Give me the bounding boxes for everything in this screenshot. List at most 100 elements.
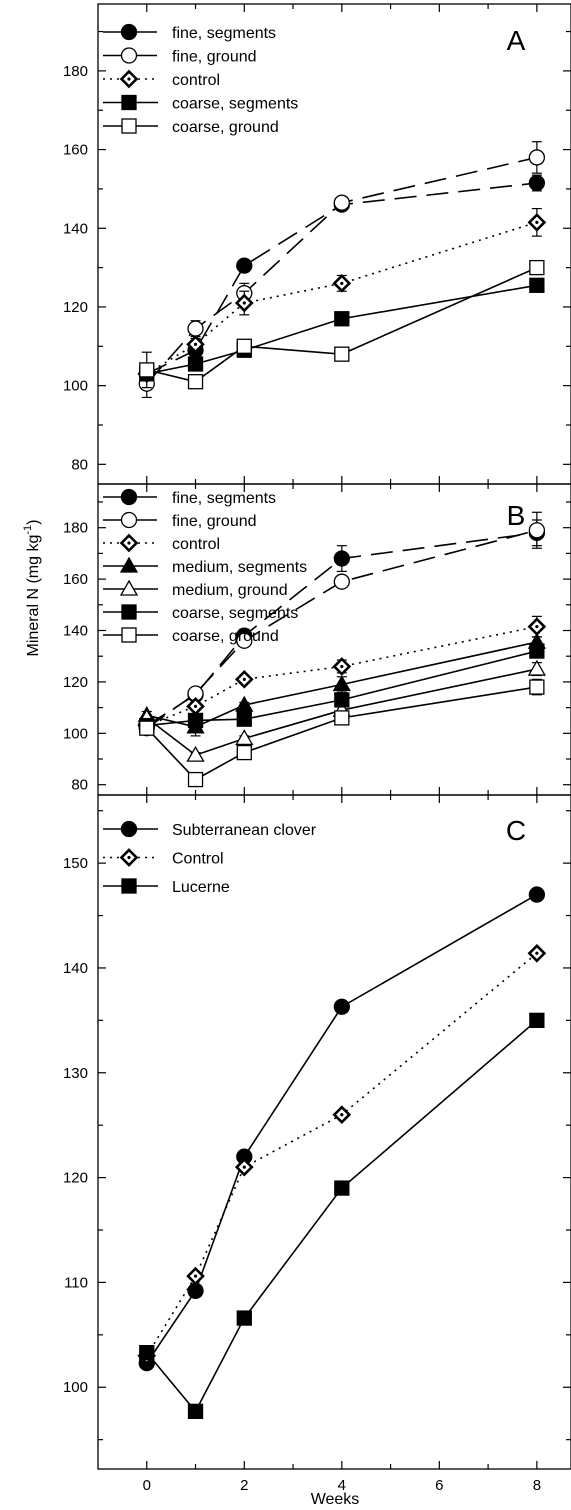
- legend-marker: [121, 627, 137, 643]
- data-point: [333, 573, 350, 590]
- data-point: [334, 311, 350, 327]
- y-tick-label: 150: [63, 855, 88, 872]
- data-point-dot: [193, 342, 198, 346]
- legend-label: medium, segments: [172, 559, 307, 576]
- legend-label: medium, ground: [172, 582, 288, 599]
- x-tick-label: 8: [533, 1477, 541, 1494]
- plot-frame: [97, 483, 571, 796]
- y-tick-label: 120: [63, 674, 88, 691]
- legend: fine, segments fine, ground control coarse,…: [103, 23, 298, 136]
- data-point: [139, 362, 155, 378]
- data-point-dot: [242, 1165, 246, 1169]
- y-tick-label: 100: [63, 1379, 88, 1396]
- data-point-dot: [242, 301, 246, 305]
- data-point: [333, 550, 350, 567]
- legend-label: fine, ground: [172, 513, 257, 530]
- legend-marker: [121, 94, 137, 111]
- x-tick-label: 4: [338, 1477, 346, 1494]
- legend-label: coarse, segments: [172, 605, 298, 622]
- series-coarse-ground: [139, 259, 545, 390]
- data-point-dot: [193, 1274, 198, 1278]
- data-point-dot: [242, 677, 246, 681]
- data-point-dot: [193, 704, 198, 708]
- legend-label: coarse, ground: [172, 628, 279, 645]
- legend-marker: [119, 556, 139, 573]
- data-point: [187, 320, 204, 337]
- data-point: [187, 374, 204, 390]
- y-tick-label: 160: [63, 142, 88, 159]
- legend-label: Control: [172, 851, 224, 868]
- legend: Subterranean clover Control Lucerne: [103, 820, 317, 896]
- data-point: [187, 1282, 204, 1299]
- y-tick-label: 160: [63, 571, 88, 588]
- y-tick-label: 140: [63, 960, 88, 977]
- data-point: [333, 194, 350, 211]
- data-point-dot: [535, 220, 539, 224]
- data-point-dot: [535, 625, 539, 629]
- plot-frame: [97, 794, 571, 1470]
- plot-frame: [97, 3, 571, 485]
- data-point: [528, 886, 546, 903]
- y-tick-label: 110: [64, 1274, 88, 1291]
- y-axis-title: Mineral N (mg kg-1): [22, 520, 42, 657]
- y-tick-label: 180: [63, 520, 88, 537]
- legend-label: control: [172, 536, 220, 553]
- legend-label: coarse, ground: [172, 119, 279, 136]
- data-point: [236, 711, 252, 727]
- data-point: [528, 522, 546, 539]
- y-tick-label: 100: [63, 725, 88, 742]
- y-tick-label: 100: [63, 378, 88, 395]
- legend-label: Lucerne: [172, 879, 230, 896]
- legend-marker: [120, 488, 138, 506]
- legend-label: coarse, segments: [172, 96, 298, 113]
- legend-label: fine, segments: [172, 490, 276, 507]
- data-point: [139, 720, 155, 736]
- legend-marker: [121, 878, 137, 894]
- y-tick-label: 120: [63, 299, 88, 316]
- y-tick-label: 180: [63, 63, 88, 80]
- data-point: [236, 632, 253, 649]
- data-point: [529, 679, 545, 695]
- legend-label: fine, segments: [172, 25, 276, 42]
- legend-marker-dot: [127, 541, 131, 545]
- data-point: [333, 998, 350, 1015]
- panel-letter: B: [507, 500, 526, 531]
- x-axis-title: Weeks: [311, 1491, 360, 1508]
- legend: fine, segments fine, ground control medium,…: [103, 488, 307, 645]
- data-point: [236, 257, 253, 274]
- panel-letter: A: [507, 25, 526, 56]
- data-point-dot: [340, 1113, 344, 1117]
- x-tick-label: 2: [240, 1477, 248, 1494]
- legend-label: control: [172, 72, 220, 89]
- data-point: [235, 729, 254, 746]
- legend-marker: [120, 23, 138, 41]
- legend-marker-dot: [127, 855, 131, 860]
- x-tick-label: 0: [143, 1477, 151, 1494]
- legend-marker: [121, 604, 137, 620]
- series-line: [146, 1019, 538, 1413]
- y-tick-label: 140: [63, 220, 88, 237]
- series-line: [146, 182, 537, 375]
- data-point: [529, 1012, 545, 1029]
- data-point: [529, 643, 545, 659]
- legend-marker: [120, 511, 138, 529]
- legend-label: fine, ground: [172, 49, 257, 66]
- data-point: [527, 659, 546, 676]
- x-tick-label: 6: [435, 1477, 443, 1494]
- data-point: [187, 771, 204, 788]
- data-point-dot: [340, 664, 344, 669]
- data-point: [236, 1310, 252, 1326]
- data-point: [187, 356, 204, 372]
- legend-marker: [120, 820, 138, 838]
- data-point: [529, 277, 545, 293]
- series-line: [146, 952, 538, 1357]
- data-point: [139, 1344, 155, 1361]
- data-point: [334, 346, 350, 362]
- data-point: [528, 149, 546, 166]
- data-point: [235, 695, 254, 712]
- data-point: [186, 745, 205, 762]
- series-subterranean-clover: [138, 886, 546, 1372]
- data-point: [236, 338, 252, 354]
